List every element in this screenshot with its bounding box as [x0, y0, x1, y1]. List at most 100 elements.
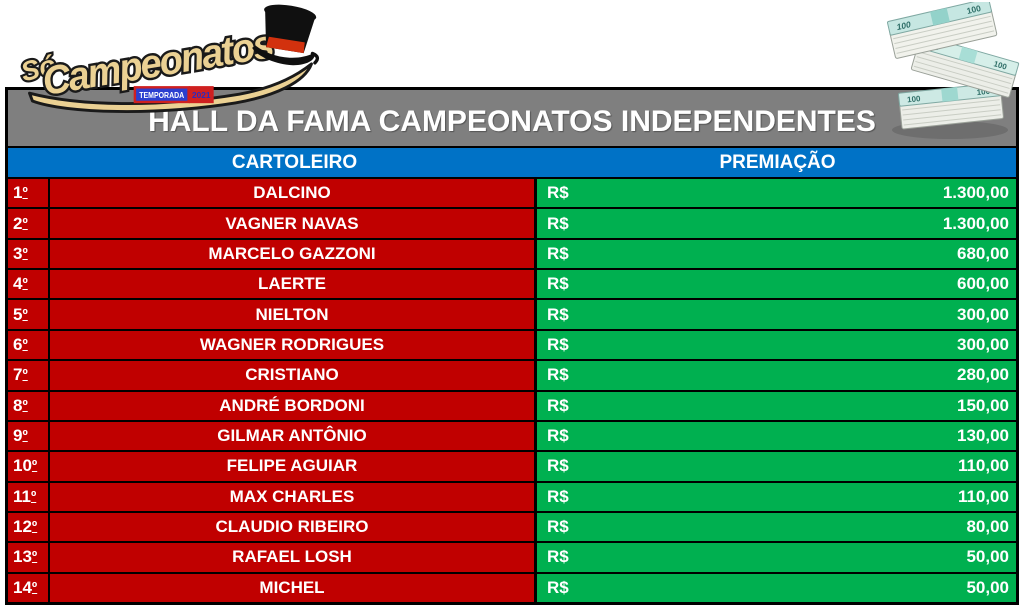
currency-symbol: R$ [547, 243, 569, 263]
banknote-value: 100 [966, 3, 982, 16]
table-row: 13 º RAFAEL LOSH R$ 50,00 [8, 541, 1016, 572]
logo-swoosh [28, 62, 313, 113]
prize-cell: R$ 50,00 [537, 543, 1016, 572]
prize-value: 130,00 [957, 426, 1009, 446]
column-header-premiacao: PREMIAÇÃO [539, 148, 1016, 177]
prize-cell: R$ 1.300,00 [537, 179, 1016, 208]
currency-symbol: R$ [547, 517, 569, 537]
prize-cell: R$ 300,00 [537, 300, 1016, 329]
banknote-value: 100 [976, 87, 991, 97]
banknote-value: 100 [993, 59, 1009, 71]
column-header-premiacao-label: PREMIAÇÃO [719, 151, 836, 173]
prize-cell: R$ 110,00 [537, 482, 1016, 511]
prize-value: 300,00 [957, 304, 1009, 324]
player-name-cell: MICHEL [50, 573, 537, 603]
prize-value: 50,00 [966, 577, 1009, 597]
prize-cell: R$ 80,00 [537, 512, 1016, 542]
prize-value: 680,00 [957, 243, 1009, 263]
player-name-cell: VAGNER NAVAS [50, 209, 537, 238]
prize-value: 50,00 [966, 547, 1009, 567]
prize-value: 280,00 [957, 365, 1009, 385]
prize-cell: R$ 150,00 [537, 391, 1016, 420]
currency-symbol: R$ [547, 395, 569, 415]
player-name-cell: WAGNER RODRIGUES [50, 330, 537, 360]
table-row: 10 º FELIPE AGUIAR R$ 110,00 [8, 450, 1016, 481]
currency-symbol: R$ [547, 547, 569, 567]
currency-symbol: R$ [547, 274, 569, 294]
top-hat-icon [252, 4, 320, 66]
prize-value: 600,00 [957, 274, 1009, 294]
prize-cell: R$ 280,00 [537, 361, 1016, 390]
prize-value: 80,00 [966, 517, 1009, 537]
currency-symbol: R$ [547, 183, 569, 203]
badge-label: TEMPORADA [139, 91, 184, 100]
currency-symbol: R$ [547, 456, 569, 476]
prize-cell: R$ 300,00 [537, 330, 1016, 360]
prize-cell: R$ 680,00 [537, 239, 1016, 269]
rank-cell: 10 º [8, 452, 50, 481]
prize-value: 110,00 [957, 456, 1009, 476]
currency-symbol: R$ [547, 577, 569, 597]
player-name-cell: GILMAR ANTÔNIO [50, 421, 537, 451]
banknote-value: 100 [896, 19, 912, 32]
currency-symbol: R$ [547, 365, 569, 385]
rank-cell: 13 º [8, 543, 50, 572]
table-row: 14 º MICHEL R$ 50,00 [8, 571, 1016, 603]
player-name-cell: DALCINO [50, 179, 537, 208]
rank-cell: 14 º [8, 573, 50, 603]
column-header-cartoleiro: CARTOLEIRO [8, 148, 539, 177]
player-name-cell: LAERTE [50, 270, 537, 299]
prize-value: 1.300,00 [942, 213, 1009, 233]
player-name-cell: MARCELO GAZZONI [50, 239, 537, 269]
currency-symbol: R$ [547, 334, 569, 354]
prize-value: 300,00 [957, 334, 1009, 354]
currency-symbol: R$ [547, 426, 569, 446]
player-name-cell: MAX CHARLES [50, 482, 537, 511]
prize-value: 110,00 [957, 486, 1009, 506]
page-title: HALL DA FAMA CAMPEONATOS INDEPENDENTES [148, 105, 876, 138]
prize-value: 150,00 [957, 395, 1009, 415]
currency-symbol: R$ [547, 213, 569, 233]
player-name-cell: CRISTIANO [50, 361, 537, 390]
prize-value: 1.300,00 [942, 183, 1009, 203]
column-header-row: CARTOLEIRO PREMIAÇÃO [8, 146, 1016, 177]
player-name-cell: FELIPE AGUIAR [50, 452, 537, 481]
leaderboard-table: HALL DA FAMA CAMPEONATOS INDEPENDENTES C… [5, 87, 1019, 605]
so-campeonatos-logo: Só Campeonatos TEMPORADA 2021 [15, 4, 320, 113]
rank-cell: 12 º [8, 512, 50, 542]
prize-cell: R$ 50,00 [537, 573, 1016, 603]
player-name-cell: CLAUDIO RIBEIRO [50, 512, 537, 542]
currency-symbol: R$ [547, 304, 569, 324]
prize-cell: R$ 600,00 [537, 270, 1016, 299]
player-name-cell: NIELTON [50, 300, 537, 329]
rank-cell: 11 º [8, 482, 50, 511]
player-name-cell: ANDRÉ BORDONI [50, 391, 537, 420]
currency-symbol: R$ [547, 486, 569, 506]
table-row: 12 º CLAUDIO RIBEIRO R$ 80,00 [8, 510, 1016, 542]
badge-year: 2021 [192, 90, 211, 100]
temporada-badge: TEMPORADA 2021 [133, 86, 214, 104]
money-stack-image: 100 100 100 100 100 100 [887, 2, 1020, 139]
prize-cell: R$ 1.300,00 [537, 209, 1016, 238]
column-header-cartoleiro-label: CARTOLEIRO [231, 151, 358, 173]
prize-cell: R$ 110,00 [537, 452, 1016, 481]
banknote-value: 100 [907, 94, 922, 104]
